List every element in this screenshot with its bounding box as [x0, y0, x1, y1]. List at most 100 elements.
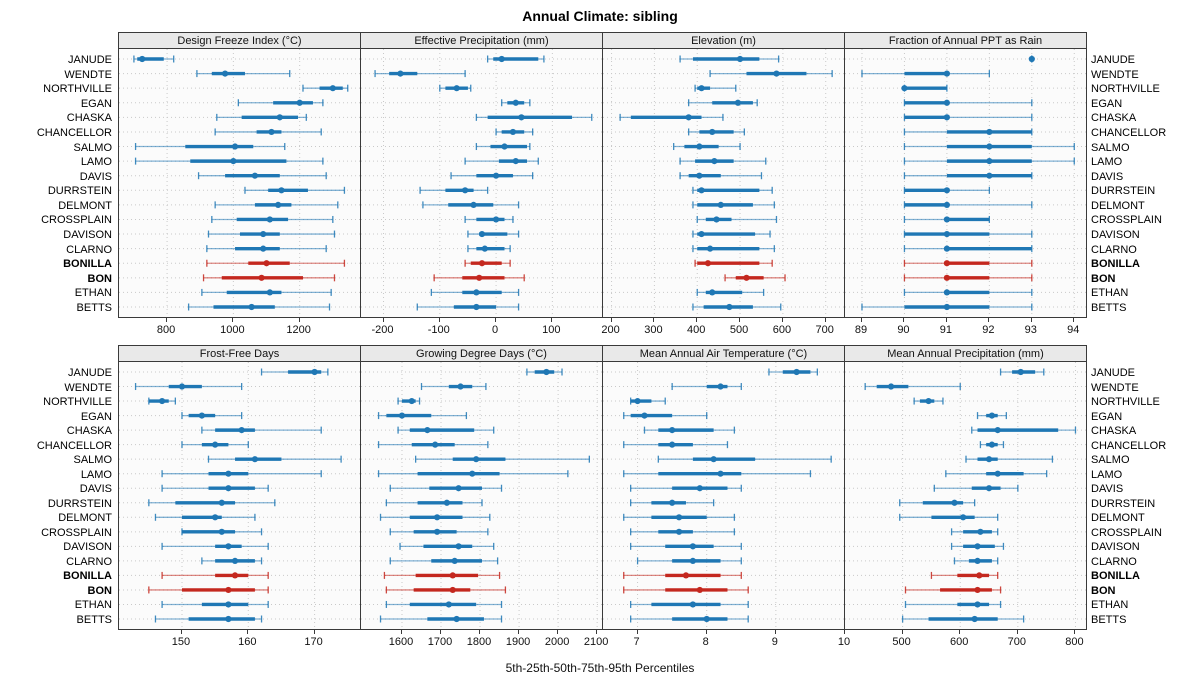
median-dot-betts	[943, 303, 950, 311]
x-tick-label: 9	[771, 636, 778, 648]
x-tick-label: 600	[950, 636, 969, 648]
x-tick-mark	[298, 318, 300, 322]
row-label-right-davis: DAVIS	[1091, 483, 1124, 496]
row-label-right-salmo: SALMO	[1091, 141, 1130, 154]
median-dot-betts	[726, 303, 733, 311]
x-tick-mark	[1073, 318, 1075, 322]
x-tick-label: 600	[772, 324, 792, 336]
median-dot-delmont	[434, 514, 441, 521]
row-label-right-bon: BON	[1091, 584, 1116, 597]
median-dot-janude	[543, 368, 550, 376]
row-label-right-clarno: CLARNO	[1091, 243, 1137, 256]
x-tick-label: 1800	[466, 636, 492, 648]
panel-title-design-freeze-index-c: Design Freeze Index (°C)	[118, 32, 361, 49]
median-dot-chancellor	[669, 441, 676, 448]
row-label-right-delmont: DELMONT	[1091, 512, 1145, 525]
median-dot-wendte	[943, 70, 950, 77]
row-label-left-delmont: DELMONT	[58, 199, 112, 212]
x-tick-mark	[313, 630, 315, 634]
median-dot-egan	[641, 412, 648, 419]
median-dot-lamo	[230, 158, 237, 165]
x-tick-label: -200	[371, 324, 394, 336]
median-dot-wendte	[221, 70, 229, 77]
x-tick-label: 93	[1024, 324, 1037, 336]
median-dot-betts	[453, 615, 460, 623]
median-dot-delmont	[960, 514, 967, 521]
panel-fraction-of-annual-ppt-as-rain	[844, 49, 1087, 318]
x-tick-label: 10	[837, 636, 851, 648]
median-dot-northville	[329, 85, 336, 92]
median-dot-durrstein	[698, 187, 705, 194]
x-tick-mark	[844, 630, 845, 634]
median-dot-wendte	[457, 383, 464, 390]
median-dot-betts	[248, 303, 255, 311]
row-label-left-davis: DAVIS	[79, 483, 112, 496]
x-tick-mark	[232, 318, 234, 322]
median-dot-egan	[988, 412, 996, 419]
median-dot-janude	[1028, 55, 1035, 63]
median-dot-salmo	[710, 456, 717, 463]
median-dot-bon	[943, 274, 950, 281]
median-dot-davis	[455, 485, 462, 492]
median-dot-davison	[478, 230, 486, 238]
median-dot-chaska	[669, 427, 676, 434]
row-label-right-northville: NORTHVILLE	[1091, 83, 1160, 96]
median-dot-salmo	[251, 456, 259, 463]
x-tick-label: 1700	[427, 636, 453, 648]
row-label-right-chancellor: CHANCELLOR	[1091, 439, 1167, 452]
row-label-left-lamo: LAMO	[80, 468, 112, 481]
x-tick-mark	[1016, 630, 1018, 634]
median-dot-wendte	[717, 383, 724, 390]
median-dot-durrstein	[278, 187, 285, 194]
x-tick-mark	[781, 318, 783, 322]
row-label-right-janude: JANUDE	[1091, 54, 1136, 66]
median-dot-chancellor	[212, 441, 219, 448]
median-dot-bon	[743, 274, 750, 281]
row-label-left-davison: DAVISON	[63, 229, 112, 242]
median-dot-chancellor	[986, 128, 993, 136]
panel-canvas	[361, 49, 603, 317]
row-label-right-wendte: WENDTE	[1091, 68, 1139, 81]
x-tick-label: 94	[1067, 324, 1080, 336]
row-label-right-clarno: CLARNO	[1091, 555, 1137, 568]
median-dot-lamo	[986, 158, 993, 165]
row-label-left-egan: EGAN	[80, 410, 112, 423]
x-tick-mark	[166, 318, 168, 322]
x-tick-label: 1600	[388, 636, 414, 648]
median-dot-clarno	[260, 245, 267, 252]
x-tick-mark	[774, 630, 776, 634]
row-label-right-wendte: WENDTE	[1091, 381, 1139, 394]
row-label-left-bonilla: BONILLA	[63, 570, 112, 583]
x-tick-label: 800	[156, 324, 176, 336]
row-label-right-bonilla: BONILLA	[1091, 570, 1140, 583]
median-dot-salmo	[473, 456, 480, 463]
row-label-right-davis: DAVIS	[1091, 170, 1124, 183]
median-dot-chaska	[424, 427, 431, 434]
row-label-left-chaska: CHASKA	[66, 425, 112, 438]
median-dot-ethan	[689, 601, 696, 608]
median-dot-janude	[1017, 368, 1024, 376]
row-label-left-salmo: SALMO	[73, 454, 112, 467]
row-label-left-chaska: CHASKA	[66, 112, 112, 125]
x-tick-label: 2100	[583, 636, 609, 648]
median-dot-bon	[258, 274, 265, 281]
row-label-right-egan: EGAN	[1091, 410, 1123, 423]
row-label-left-delmont: DELMONT	[58, 512, 112, 525]
median-dot-wendte	[887, 383, 895, 390]
median-dot-crossplain	[943, 216, 950, 223]
median-dot-delmont	[675, 514, 683, 521]
x-tick-mark	[824, 318, 826, 322]
row-label-right-betts: BETTS	[1091, 302, 1127, 314]
row-label-right-durrstein: DURRSTEIN	[1091, 185, 1156, 198]
row-label-right-davison: DAVISON	[1091, 541, 1140, 554]
x-tick-mark	[903, 318, 905, 322]
median-dot-chancellor	[988, 441, 996, 448]
x-tick-label: 8	[702, 636, 709, 648]
median-dot-northville	[453, 85, 460, 92]
median-dot-crossplain	[492, 216, 500, 223]
row-label-left-bon: BON	[87, 272, 112, 285]
x-tick-label: 700	[815, 324, 834, 336]
row-label-right-bon: BON	[1091, 272, 1116, 285]
median-dot-davison	[974, 543, 981, 550]
median-dot-crossplain	[266, 216, 273, 223]
